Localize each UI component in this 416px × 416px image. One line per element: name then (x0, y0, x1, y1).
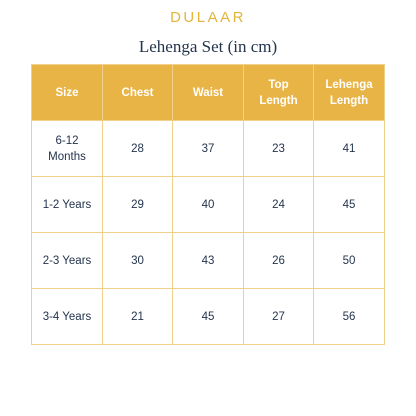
chest-cell: 30 (102, 232, 173, 289)
size-cell: 3-4 Years (31, 288, 103, 345)
header-waist: Waist (172, 64, 244, 121)
header-label: Length (259, 94, 298, 107)
header-chest: Chest (102, 64, 173, 121)
header-top-length: Top Length (243, 64, 314, 121)
chest-cell: 29 (102, 176, 173, 233)
size-chart-table: Size Chest Waist Top Length Lehenga Leng… (31, 64, 385, 345)
top-length-cell: 26 (243, 232, 314, 289)
size-cell: 6-12 Months (31, 120, 103, 177)
size-cell: 1-2 Years (31, 176, 103, 233)
table-row: 3-4 Years 21 45 27 56 (31, 288, 385, 345)
lehenga-length-cell: 45 (313, 176, 385, 233)
header-size: Size (31, 64, 103, 121)
lehenga-length-cell: 56 (313, 288, 385, 345)
top-length-cell: 24 (243, 176, 314, 233)
size-label: Months (48, 150, 86, 163)
brand-logo: DULAAR (170, 9, 246, 26)
waist-cell: 43 (172, 232, 244, 289)
chest-cell: 21 (102, 288, 173, 345)
table-header: Size Chest Waist Top Length Lehenga Leng… (31, 64, 385, 121)
waist-cell: 40 (172, 176, 244, 233)
top-length-cell: 23 (243, 120, 314, 177)
waist-cell: 45 (172, 288, 244, 345)
table-body: 6-12 Months 28 37 23 41 1-2 Years 29 40 … (31, 120, 385, 345)
size-label: 6-12 (55, 134, 79, 147)
header-label: Waist (192, 86, 224, 99)
header-label: Top (268, 78, 289, 91)
waist-cell: 37 (172, 120, 244, 177)
page-title: Lehenga Set (in cm) (138, 37, 278, 56)
top-length-cell: 27 (243, 288, 314, 345)
header-label: Chest (121, 86, 154, 99)
table-row: 1-2 Years 29 40 24 45 (31, 176, 385, 233)
lehenga-length-cell: 41 (313, 120, 385, 177)
header-lehenga-length: Lehenga Length (313, 64, 385, 121)
size-cell: 2-3 Years (31, 232, 103, 289)
lehenga-length-cell: 50 (313, 232, 385, 289)
header-label: Size (55, 86, 79, 99)
header-label: Lehenga (325, 78, 373, 91)
chest-cell: 28 (102, 120, 173, 177)
header-row: Size Chest Waist Top Length Lehenga Leng… (31, 64, 385, 121)
header-label: Length (329, 94, 369, 107)
table-row: 6-12 Months 28 37 23 41 (31, 120, 385, 177)
table-row: 2-3 Years 30 43 26 50 (31, 232, 385, 289)
